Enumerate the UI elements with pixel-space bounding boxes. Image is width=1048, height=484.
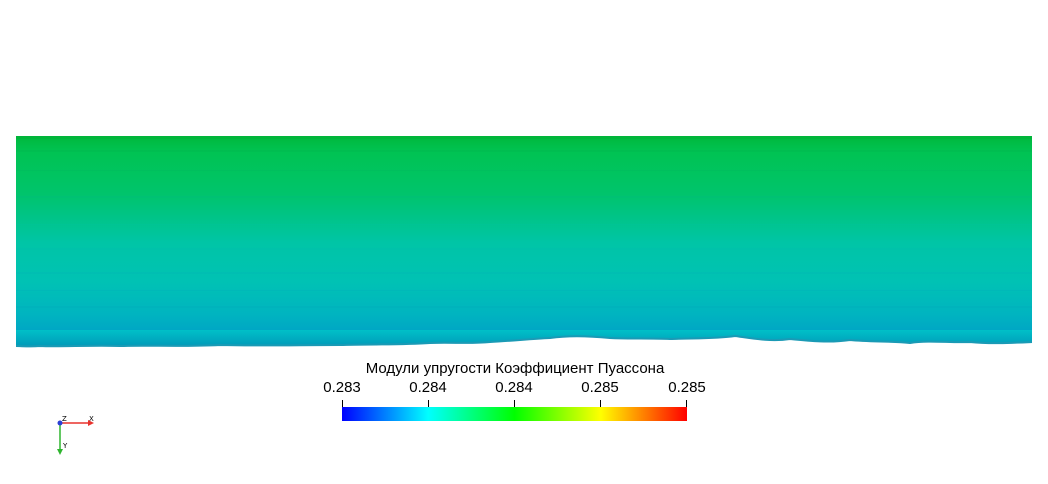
- tick-label-3: 0.285: [581, 379, 619, 396]
- orientation-axes-triad: Z X Y: [50, 412, 100, 462]
- field-top-line: [16, 136, 1032, 139]
- field-body: [16, 136, 1032, 330]
- field-streaks: [16, 150, 1032, 308]
- field-bottom-line: [15, 334, 1033, 348]
- tick-label-4: 0.285: [668, 379, 706, 396]
- tick-label-2: 0.284: [495, 379, 533, 396]
- x-axis-arrow: [88, 420, 94, 426]
- z-axis-dot: [57, 420, 63, 426]
- tick-label-0: 0.283: [323, 379, 361, 396]
- colormap-bar: [342, 407, 687, 421]
- y-axis-arrow: [57, 449, 63, 455]
- y-axis-label: Y: [63, 442, 68, 450]
- z-axis-label: Z: [62, 415, 67, 423]
- tick-mark-2: [514, 400, 515, 409]
- tick-mark-0: [342, 400, 343, 409]
- tick-mark-1: [428, 400, 429, 409]
- field-bottom-edge: [16, 330, 1032, 347]
- tick-mark-4: [686, 400, 687, 409]
- tick-label-1: 0.284: [409, 379, 447, 396]
- tick-mark-3: [600, 400, 601, 409]
- scalar-bar-title: Модули упругости Коэффициент Пуассона: [365, 360, 665, 377]
- scalar-bar-legend: Модули упругости Коэффициент Пуассона 0.…: [300, 360, 730, 430]
- x-axis-label: X: [89, 415, 94, 423]
